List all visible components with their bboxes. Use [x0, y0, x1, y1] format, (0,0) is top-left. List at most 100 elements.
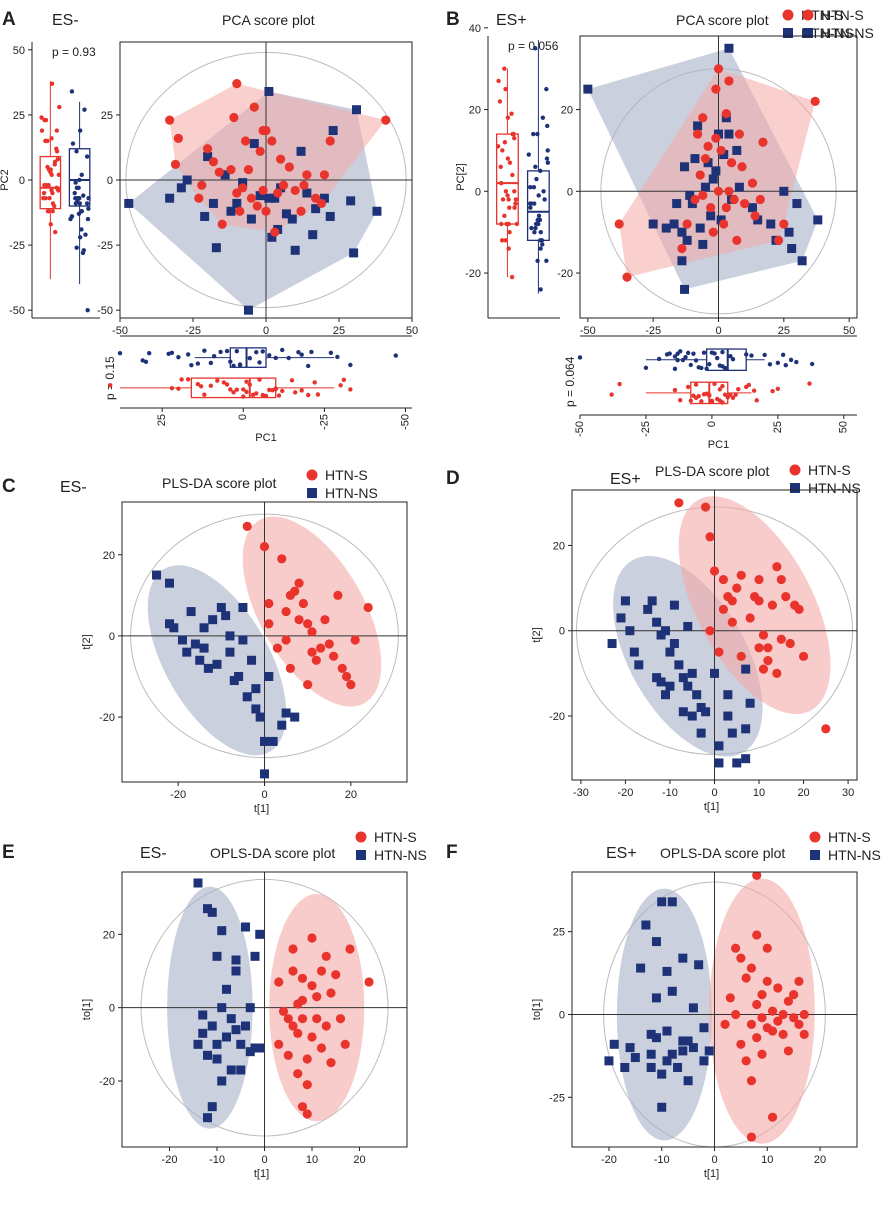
htn-ns-jitter-point	[257, 360, 262, 365]
htn-s-jitter-point	[273, 386, 278, 391]
y-tick-label: -20	[99, 1076, 115, 1088]
htn-ns-point	[308, 230, 318, 240]
htn-ns-jitter-point	[79, 172, 84, 177]
htn-s-point	[255, 146, 265, 156]
htn-ns-point	[669, 219, 679, 229]
htn-s-jitter-point	[506, 246, 511, 251]
plot-inner	[580, 36, 857, 318]
htn-ns-jitter-point	[744, 352, 749, 357]
htn-s-point	[746, 1019, 757, 1030]
htn-s-jitter-point	[685, 384, 691, 390]
htn-s-jitter-point	[49, 172, 54, 177]
htn-s-point	[290, 586, 300, 596]
htn-ns-point	[634, 660, 644, 670]
htn-ns-point	[629, 647, 639, 657]
htn-ns-jitter-point	[535, 258, 540, 263]
htn-s-point	[731, 1009, 741, 1020]
htn-s-jitter-point	[775, 386, 781, 391]
htn-s-jitter-point	[221, 380, 227, 385]
htn-ns-point	[222, 1032, 231, 1042]
legend-htn-s-marker	[789, 464, 801, 476]
htn-ns-point	[604, 1056, 614, 1066]
htn-ns-point	[625, 1043, 635, 1053]
htn-ns-point	[236, 1065, 246, 1075]
htn-s-point	[274, 977, 284, 987]
htn-ns-point	[268, 736, 278, 746]
htn-s-jitter-point	[45, 164, 50, 170]
x-tick-label: -20	[617, 787, 633, 799]
plot-inner	[572, 872, 857, 1147]
htn-ns-point	[270, 193, 280, 203]
legend: HTN-S HTN-NS	[355, 829, 427, 863]
htn-ns-point	[260, 736, 269, 746]
htn-ns-point	[646, 1062, 656, 1072]
htn-s-jitter-point	[241, 394, 246, 399]
htn-ns-jitter-point	[77, 128, 83, 133]
htn-ns-box	[68, 89, 91, 313]
htn-s-point	[243, 164, 254, 175]
htn-ns-point	[641, 920, 651, 930]
y-tick-label: 25	[13, 110, 25, 122]
ion-mode-label: ES-	[60, 479, 87, 496]
htn-s-jitter-point	[722, 392, 728, 397]
plot-area: -20 -10 0 10 20 -25 0 25 t[1] to[1]	[531, 871, 858, 1180]
htn-ns-jitter-point	[749, 353, 754, 358]
htn-ns-jitter-point	[296, 349, 301, 355]
htn-ns-jitter-point	[714, 355, 720, 361]
legend: HTN-S HTN-NS	[306, 467, 378, 501]
htn-ns-point	[646, 1029, 656, 1039]
htn-ns-point	[727, 728, 737, 738]
htn-s-point	[729, 194, 739, 205]
x-tick-label: 30	[842, 787, 854, 799]
htn-s-jitter-point	[503, 238, 508, 243]
htn-s-point	[203, 144, 213, 154]
htn-ns-point	[236, 1039, 246, 1049]
htn-s-jitter-point	[512, 189, 517, 194]
htn-ns-point	[741, 664, 751, 674]
y-tick-label: -20	[465, 268, 481, 280]
htn-s-point	[319, 170, 329, 180]
x-tick-label: 10	[306, 1154, 318, 1166]
htn-ns-point	[264, 86, 274, 96]
htn-ns-jitter-point	[166, 351, 171, 357]
htn-ns-jitter-point	[809, 361, 815, 367]
htn-s-point	[721, 203, 731, 213]
htn-ns-jitter-point	[76, 185, 81, 191]
htn-ns-point	[186, 607, 196, 617]
htn-ns-point	[657, 897, 667, 907]
htn-s-point	[340, 1039, 350, 1049]
htn-s-jitter-point	[505, 193, 510, 198]
htn-ns-jitter-point	[185, 352, 191, 357]
htn-ns-point	[690, 154, 700, 164]
htn-ns-point	[207, 907, 217, 917]
x-tick-label: -20	[601, 1154, 617, 1166]
htn-ns-point	[673, 1062, 683, 1072]
htn-ns-point	[694, 960, 704, 970]
legend-htn-ns-marker	[307, 488, 317, 498]
htn-s-jitter-point	[185, 377, 191, 382]
htn-ns-point	[651, 937, 661, 947]
htn-s-jitter-point	[617, 381, 622, 387]
htn-s-point	[741, 1056, 751, 1066]
htn-s-point	[302, 1080, 312, 1090]
htn-ns-point	[662, 1026, 672, 1036]
y-tick-label: 0	[109, 1003, 115, 1015]
htn-s-jitter-point	[41, 196, 46, 201]
htn-ns-jitter-point	[656, 356, 662, 362]
htn-ns-point	[152, 570, 162, 580]
htn-ns-jitter-point	[538, 246, 543, 251]
chart-title: PCA score plot	[222, 12, 315, 28]
y-tick-label: -50	[97, 305, 113, 317]
y-tick-label: 50	[13, 45, 25, 57]
htn-s-point	[283, 1014, 293, 1024]
htn-s-jitter-point	[720, 383, 725, 389]
htn-ns-jitter-point	[545, 148, 550, 153]
htn-s-jitter-point	[224, 382, 230, 387]
htn-ns-box	[577, 348, 815, 372]
htn-ns-point	[203, 152, 213, 162]
htn-s-jitter-point	[498, 180, 504, 186]
htn-ns-point	[669, 639, 679, 649]
htn-ns-point	[657, 1102, 667, 1112]
x-tick-label: -50	[399, 414, 411, 430]
htn-s-jitter-point	[507, 160, 513, 165]
